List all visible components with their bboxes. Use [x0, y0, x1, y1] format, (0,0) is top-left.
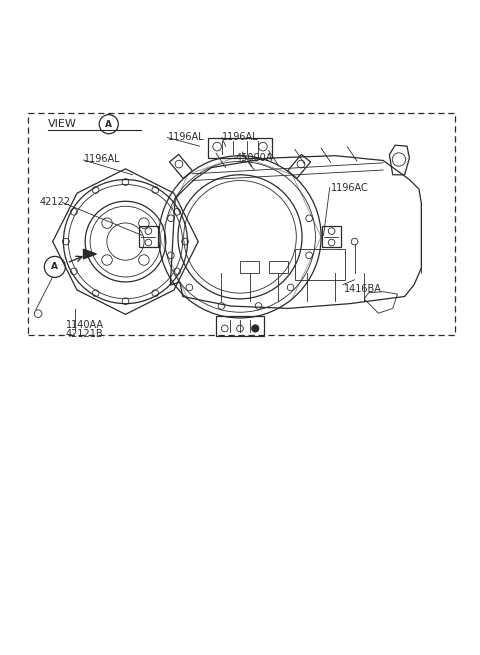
Text: 1196AL: 1196AL [84, 154, 120, 164]
Bar [269, 261, 288, 272]
Text: 1416BA: 1416BA [344, 284, 382, 294]
Text: A: A [105, 120, 112, 128]
Text: VIEW: VIEW [48, 119, 77, 129]
Text: 42122: 42122 [39, 197, 71, 208]
Text: 1196AL: 1196AL [222, 132, 259, 141]
Text: 45000A: 45000A [235, 153, 273, 163]
Circle shape [252, 325, 259, 332]
Text: 1196AL: 1196AL [168, 132, 204, 141]
Text: A: A [51, 263, 59, 271]
Bar [28, 113, 455, 335]
Polygon shape [84, 250, 96, 259]
Text: 1196AC: 1196AC [331, 183, 369, 193]
Text: 42121B: 42121B [66, 329, 103, 339]
Bar [240, 261, 259, 272]
Text: 1140AA: 1140AA [66, 320, 104, 330]
